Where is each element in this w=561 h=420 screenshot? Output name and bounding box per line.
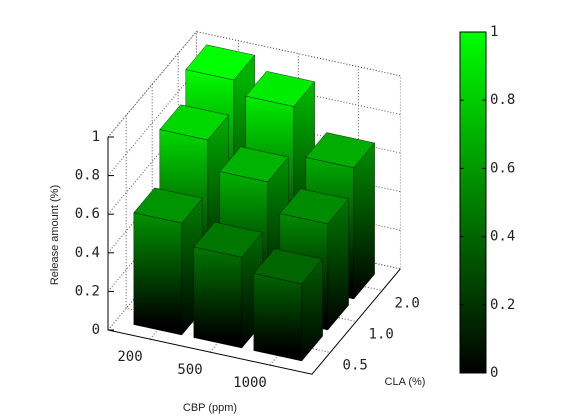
colorbar xyxy=(459,31,487,374)
x-tick-label: 200 xyxy=(117,349,142,365)
bar-top xyxy=(279,188,349,225)
bar-face xyxy=(133,212,183,336)
x-axis-label: CBP (ppm) xyxy=(183,402,237,414)
y-axis-label: CLA (%) xyxy=(385,376,426,388)
y-tick-label: 1.0 xyxy=(369,327,394,343)
bar-top xyxy=(245,71,315,107)
colorbar-tick-label: 0.4 xyxy=(490,229,515,245)
bar-face xyxy=(253,273,302,362)
z-tick-label: 0 xyxy=(92,322,100,338)
colorbar-tick-label: 0 xyxy=(490,365,498,381)
bar-top xyxy=(133,187,203,224)
z-tick-label: 0.4 xyxy=(75,245,100,261)
colorbar-tick-label: 0.6 xyxy=(490,160,515,176)
bar-top xyxy=(253,248,323,285)
y-tick-label: 0.5 xyxy=(343,358,368,374)
bar-top xyxy=(193,221,263,258)
bar-shade xyxy=(353,142,375,299)
colorbar-tick-label: 0.2 xyxy=(490,297,515,313)
z-tick-label: 1 xyxy=(92,129,100,145)
y-tick-label: 2.0 xyxy=(395,296,420,312)
bar-shade xyxy=(327,199,349,330)
x-tick-label: 500 xyxy=(177,362,202,378)
axis-line xyxy=(107,137,401,375)
bar-top xyxy=(159,104,229,141)
grid-line xyxy=(107,31,401,138)
bar-face xyxy=(193,246,243,349)
colorbar-tick-label: 1 xyxy=(490,24,498,40)
colorbar-tick-label: 0.8 xyxy=(490,92,515,108)
left-wall xyxy=(107,30,197,332)
x-tick-label: 1000 xyxy=(233,375,267,391)
bar-top xyxy=(305,132,375,168)
bar-top xyxy=(219,146,289,183)
z-tick-label: 0.8 xyxy=(75,168,100,184)
floor-grid-line xyxy=(125,115,331,353)
z-axis-label: Release amount (%) xyxy=(49,185,61,285)
z-tick-label: 0.2 xyxy=(75,283,100,299)
bar-shade xyxy=(301,259,323,361)
z-tick-label: 0.6 xyxy=(75,206,100,222)
bar-top xyxy=(185,44,255,81)
grid-line xyxy=(107,69,401,176)
